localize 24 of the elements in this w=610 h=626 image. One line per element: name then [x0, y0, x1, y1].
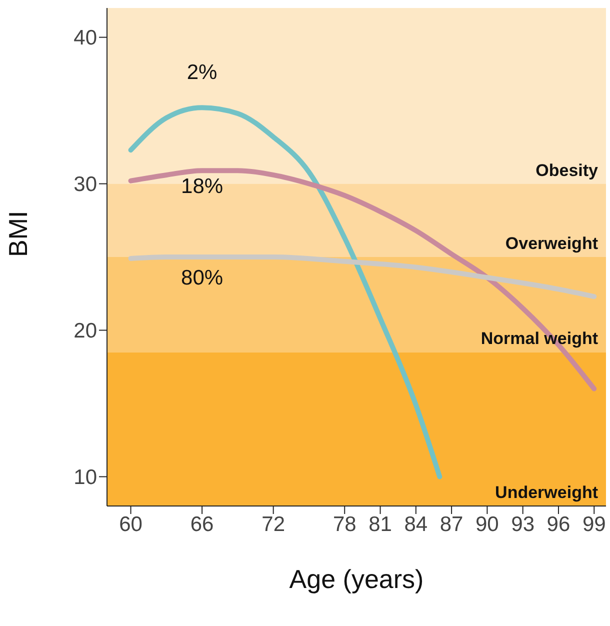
x-axis-title: Age (years) — [289, 564, 424, 594]
x-tick-label: 96 — [546, 512, 570, 536]
x-tick-label: 93 — [511, 512, 535, 536]
band-label: Normal weight — [480, 329, 598, 348]
band-label: Underweight — [495, 483, 598, 502]
x-tick-label: 84 — [404, 512, 428, 536]
y-tick-label: 40 — [74, 26, 97, 50]
series-label: 18% — [181, 175, 224, 198]
x-tick-label: 78 — [332, 512, 356, 536]
x-tick-label: 66 — [190, 512, 214, 536]
y-tick-label: 30 — [74, 173, 97, 196]
band-label: Overweight — [505, 234, 598, 253]
x-tick-label: 81 — [368, 512, 392, 536]
x-tick-label: 90 — [476, 512, 499, 536]
series-label: 2% — [186, 61, 218, 84]
x-tick-label: 99 — [582, 512, 606, 536]
x-tick-label: 87 — [440, 512, 464, 536]
series-label: 80% — [181, 266, 224, 290]
x-tick-label: 60 — [119, 512, 142, 536]
band-label: Obesity — [536, 160, 599, 180]
x-tick-label: 72 — [262, 512, 286, 536]
y-axis-title: BMI — [3, 210, 34, 257]
y-tick-label: 10 — [74, 466, 97, 490]
y-tick-label: 20 — [74, 320, 97, 343]
